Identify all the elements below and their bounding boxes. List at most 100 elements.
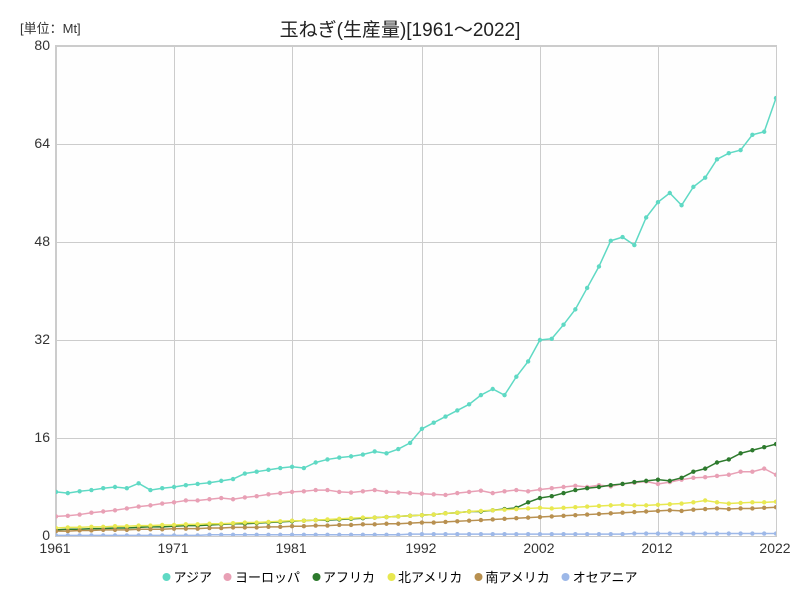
series-marker [349,533,353,536]
series-marker [372,515,376,519]
series-marker [679,509,683,513]
series-marker [325,533,329,536]
legend-label: 北アメリカ [398,567,462,586]
series-marker [762,445,766,449]
series-marker [420,427,424,431]
series-marker [361,489,365,493]
series-marker [491,517,495,521]
series-marker [467,490,471,494]
series-marker [502,507,506,511]
series-marker [160,527,164,531]
series-marker [219,522,223,526]
series-marker [656,509,660,513]
series-marker [408,532,412,536]
series-marker [384,522,388,526]
series-marker [254,525,258,529]
series-marker [656,477,660,481]
series-marker [750,469,754,473]
x-tick-label: 1971 [157,540,188,556]
series-marker [632,510,636,514]
series-marker [420,492,424,496]
series-marker [136,481,140,485]
series-marker [408,514,412,518]
series-marker [703,466,707,470]
series-marker [479,488,483,492]
series-marker [125,506,129,510]
series-marker [184,483,188,487]
chart-title: 玉ねぎ(生産量)[1961～2022] [280,15,521,42]
series-marker [278,519,282,523]
series-marker [526,489,530,493]
series-marker [668,508,672,512]
series-marker [561,506,565,510]
series-marker [455,532,459,536]
series-marker [384,515,388,519]
x-tick-label: 2012 [641,540,672,556]
series-marker [727,531,731,535]
series-marker [302,518,306,522]
series-marker [691,469,695,473]
series-marker [609,483,613,487]
series-marker [313,488,317,492]
series-marker [337,455,341,459]
series-marker [160,501,164,505]
series-marker [325,523,329,527]
series-marker [550,514,554,518]
series-marker [774,500,776,504]
series-marker [113,533,117,536]
series-marker [691,500,695,504]
series-marker [384,533,388,536]
legend-dot [224,573,232,581]
series-marker [514,516,518,520]
series-marker [573,513,577,517]
series-marker [266,468,270,472]
series-marker [750,506,754,510]
series-marker [502,489,506,493]
series-marker [597,512,601,516]
series-marker [372,449,376,453]
series-marker [715,500,719,504]
series-marker [762,130,766,134]
series-marker [644,503,648,507]
series-marker [573,532,577,536]
series-marker [302,524,306,528]
series-marker [526,506,530,510]
y-tick-label: 32 [15,331,50,347]
series-marker [89,511,93,515]
series-marker [738,506,742,510]
series-marker [361,522,365,526]
series-marker [396,522,400,526]
chart-svg [56,46,776,536]
legend-dot [312,573,320,581]
series-marker [632,243,636,247]
series-marker [538,506,542,510]
series-marker [455,511,459,515]
series-marker [597,532,601,536]
series-marker [125,533,129,536]
legend: アジアヨーロッパアフリカ北アメリカ南アメリカオセアニア [163,567,638,586]
series-marker [609,503,613,507]
series-marker [620,532,624,536]
series-marker [491,491,495,495]
series-marker [526,532,530,536]
series-marker [609,511,613,515]
series-marker [656,200,660,204]
series-marker [691,507,695,511]
series-marker [184,498,188,502]
series-marker [77,489,81,493]
series-marker [774,96,776,100]
chart-container: [単位：Mt] 玉ねぎ(生産量)[1961～2022] アジアヨーロッパアフリカ… [10,10,790,590]
series-marker [207,481,211,485]
series-marker [56,514,58,518]
series-marker [703,531,707,535]
series-marker [290,465,294,469]
series-marker [538,496,542,500]
series-marker [502,393,506,397]
y-tick-label: 48 [15,233,50,249]
series-marker [656,531,660,535]
series-marker [172,533,176,536]
series-marker [231,525,235,529]
series-marker [715,506,719,510]
series-marker [243,525,247,529]
series-marker [408,491,412,495]
